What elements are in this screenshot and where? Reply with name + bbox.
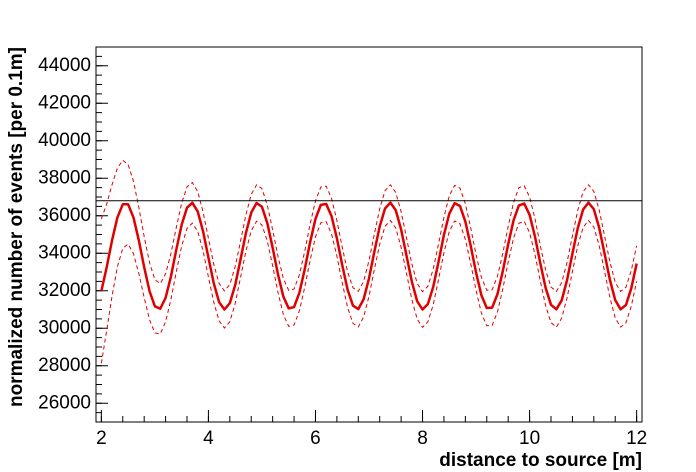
y-tick-label: 44000 <box>38 55 91 76</box>
plot-frame <box>95 46 643 423</box>
y-tick-label: 32000 <box>38 280 91 301</box>
y-tick-label: 40000 <box>38 130 91 151</box>
y-tick-label: 38000 <box>38 167 91 188</box>
y-tick-label: 34000 <box>38 242 91 263</box>
error-band-line <box>100 159 638 293</box>
y-axis-title: normalized number of events [per 0.1m] <box>6 47 27 407</box>
y-tick-label: 26000 <box>38 392 91 413</box>
x-tick-label: 10 <box>519 428 540 449</box>
x-tick-label: 6 <box>310 428 321 449</box>
y-tick-label: 30000 <box>38 317 91 338</box>
x-tick-label: 8 <box>417 428 428 449</box>
x-tick-label: 2 <box>96 428 107 449</box>
data-line <box>100 201 638 311</box>
x-tick-label: 4 <box>203 428 214 449</box>
y-tick-label: 36000 <box>38 205 91 226</box>
y-tick-label: 42000 <box>38 92 91 113</box>
x-axis-title: distance to source [m] <box>439 450 642 471</box>
y-tick-label: 28000 <box>38 355 91 376</box>
error-band-line <box>100 219 638 364</box>
x-tick-label: 12 <box>626 428 647 449</box>
